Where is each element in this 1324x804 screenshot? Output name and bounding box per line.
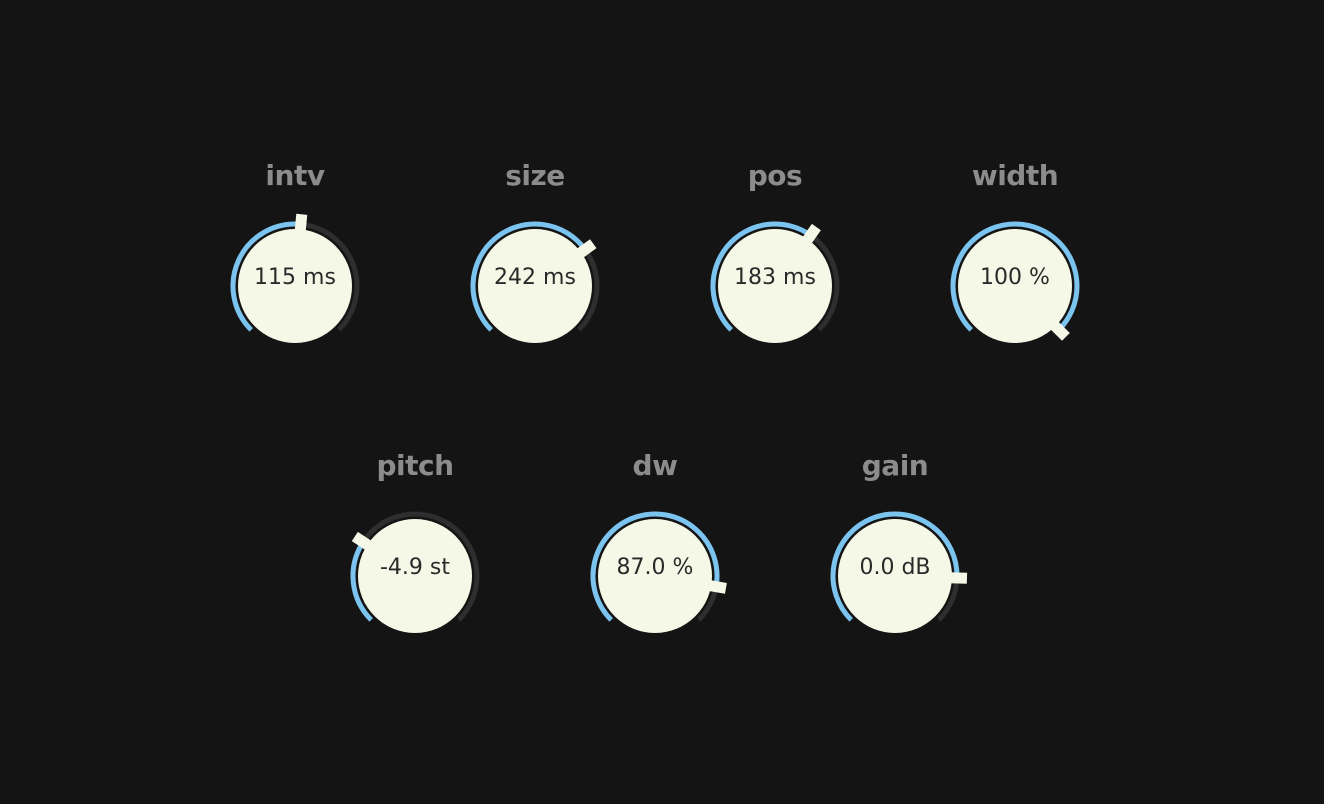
knob-label-dw: dw	[632, 449, 678, 482]
knob-pointer-bar	[575, 239, 597, 259]
knob-face	[478, 229, 592, 343]
knob-pointer-bar	[801, 223, 821, 245]
knob-label-gain: gain	[861, 449, 929, 482]
knob-face	[238, 229, 352, 343]
knob-label-pos: pos	[747, 159, 803, 192]
knob-dial-size[interactable]	[455, 198, 615, 358]
knob-dial-pos[interactable]	[695, 198, 855, 358]
knob-face	[838, 519, 952, 633]
knob-pointer	[575, 239, 597, 259]
knob-value-arc	[710, 221, 813, 332]
knob-face	[958, 229, 1072, 343]
knob-pointer	[801, 223, 821, 245]
knob-face	[598, 519, 712, 633]
knob-width: width 100 %	[935, 158, 1095, 358]
knob-pointer	[294, 213, 308, 233]
knob-dial-gain[interactable]	[815, 488, 975, 648]
knob-pointer-bar	[351, 531, 373, 551]
knob-pointer-bar	[707, 579, 727, 594]
knob-value-arc	[830, 511, 960, 622]
knob-dial-width[interactable]	[935, 198, 1095, 358]
knob-dial-dw[interactable]	[575, 488, 735, 648]
knob-pointer	[707, 579, 727, 594]
knob-pointer	[1049, 320, 1070, 341]
knob-value-arc	[590, 511, 720, 622]
knob-value-arc	[950, 221, 1080, 332]
knob-dw: dw 87.0 %	[575, 448, 735, 648]
knob-value-arc	[470, 221, 588, 332]
knob-pointer-bar	[1049, 320, 1070, 341]
knob-intv: intv 115 ms	[215, 158, 375, 358]
knob-pointer-bar	[948, 572, 968, 584]
knob-value-arc	[350, 540, 373, 622]
knob-label-pitch: pitch	[376, 449, 454, 482]
knob-value-arc	[230, 221, 302, 332]
knob-gain: gain 0.0 dB	[815, 448, 975, 648]
knob-label-size: size	[505, 159, 565, 192]
knob-face	[718, 229, 832, 343]
knob-pitch: pitch -4.9 st	[335, 448, 495, 648]
knob-dial-intv[interactable]	[215, 198, 375, 358]
knob-pointer	[948, 572, 968, 584]
knob-pointer	[351, 531, 373, 551]
knob-dial-pitch[interactable]	[335, 488, 495, 648]
knob-label-width: width	[971, 159, 1059, 192]
knob-pointer-bar	[294, 213, 308, 233]
knob-label-intv: intv	[265, 159, 325, 192]
knob-size: size 242 ms	[455, 158, 615, 358]
knob-face	[358, 519, 472, 633]
knob-pos: pos 183 ms	[695, 158, 855, 358]
